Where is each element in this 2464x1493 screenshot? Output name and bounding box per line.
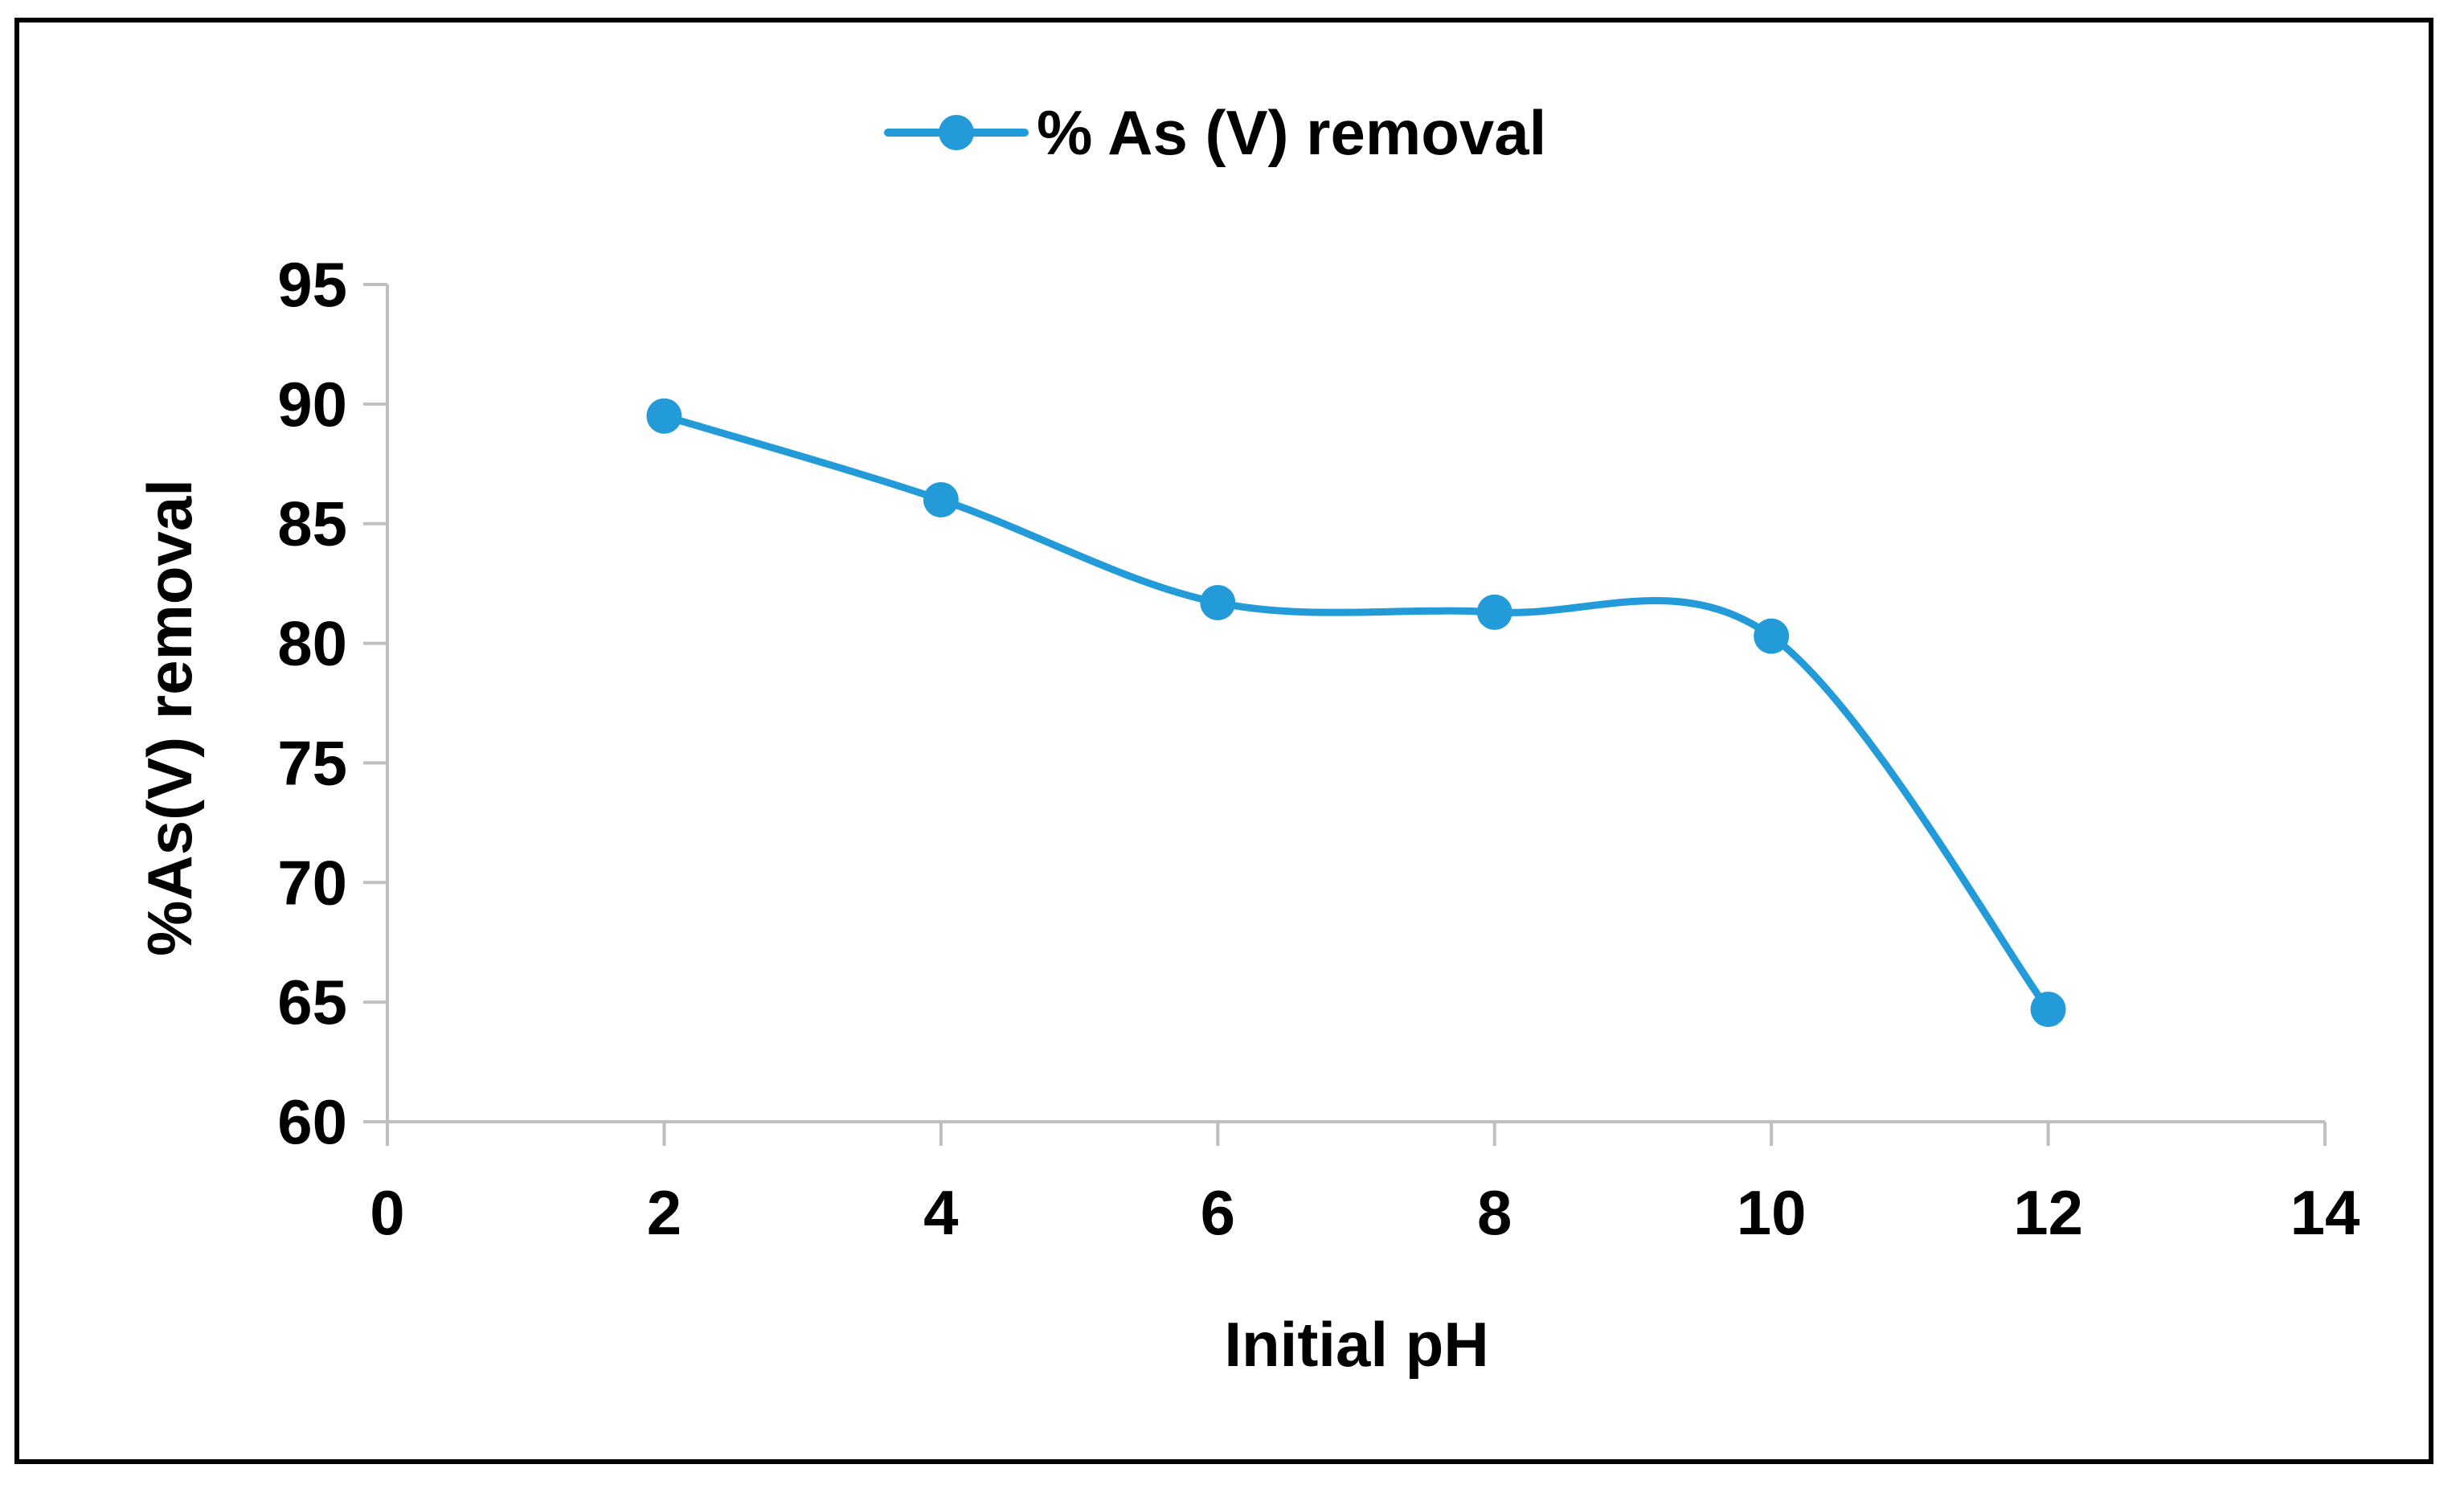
data-point — [1476, 594, 1512, 630]
y-tick-label: 70 — [277, 847, 347, 918]
tick-labels: 60 65 70 75 80 85 90 95 0 2 4 6 8 10 12 14 — [277, 249, 2360, 1248]
y-tick-label: 90 — [277, 369, 347, 440]
y-tick-label: 80 — [277, 608, 347, 679]
y-axis-title: %As(V) removal — [134, 479, 205, 956]
y-tick-label: 65 — [277, 967, 347, 1037]
y-tick-label: 60 — [277, 1086, 347, 1157]
x-tick-label: 10 — [1737, 1177, 1807, 1248]
x-tick-label: 4 — [923, 1177, 958, 1248]
x-tick-label: 8 — [1477, 1177, 1512, 1248]
series-layer — [646, 398, 2066, 1028]
chart-frame — [14, 18, 2433, 1464]
x-axis-title: Initial pH — [1224, 1309, 1488, 1380]
x-tick-label: 14 — [2290, 1177, 2360, 1248]
data-point — [923, 481, 959, 517]
data-point — [646, 398, 682, 434]
legend: % As (V) removal — [884, 97, 1546, 168]
axes — [363, 283, 2327, 1146]
series-line — [660, 412, 2053, 1013]
x-tick-label: 12 — [2013, 1177, 2083, 1248]
legend-label: % As (V) removal — [1037, 97, 1546, 168]
data-point — [1754, 618, 1790, 654]
x-tick-label: 2 — [647, 1177, 681, 1248]
y-tick-label: 85 — [277, 489, 347, 559]
legend-point-marker — [939, 115, 974, 150]
data-point — [2030, 992, 2066, 1028]
x-tick-label: 6 — [1201, 1177, 1235, 1248]
y-tick-label: 75 — [277, 727, 347, 798]
y-tick-label: 95 — [277, 249, 347, 320]
data-point — [1200, 584, 1236, 620]
x-tick-label: 0 — [370, 1177, 404, 1248]
